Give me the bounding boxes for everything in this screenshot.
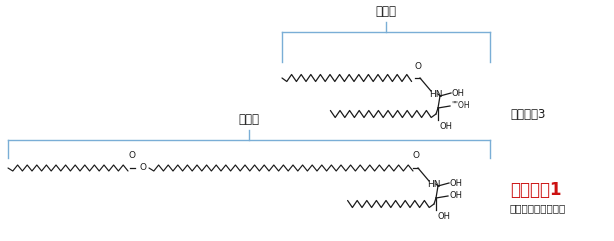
Text: 脂肪酸: 脂肪酸 — [238, 113, 260, 126]
Text: 脂肪酸: 脂肪酸 — [376, 5, 397, 18]
Text: OH: OH — [438, 212, 451, 221]
Text: OH: OH — [452, 88, 465, 98]
Text: O: O — [140, 163, 147, 173]
Text: O: O — [128, 151, 136, 160]
Text: OH: OH — [450, 179, 463, 187]
Text: ""OH: ""OH — [451, 101, 470, 111]
Text: OH: OH — [449, 192, 462, 201]
Text: セラミド3: セラミド3 — [510, 108, 545, 121]
Text: セラミド1: セラミド1 — [510, 181, 561, 199]
Text: O: O — [413, 151, 419, 160]
Text: HN: HN — [429, 90, 443, 99]
Text: OH: OH — [440, 122, 453, 131]
Text: （アシルセラミド）: （アシルセラミド） — [510, 203, 566, 213]
Text: O: O — [414, 62, 421, 71]
Text: HN: HN — [427, 180, 440, 189]
